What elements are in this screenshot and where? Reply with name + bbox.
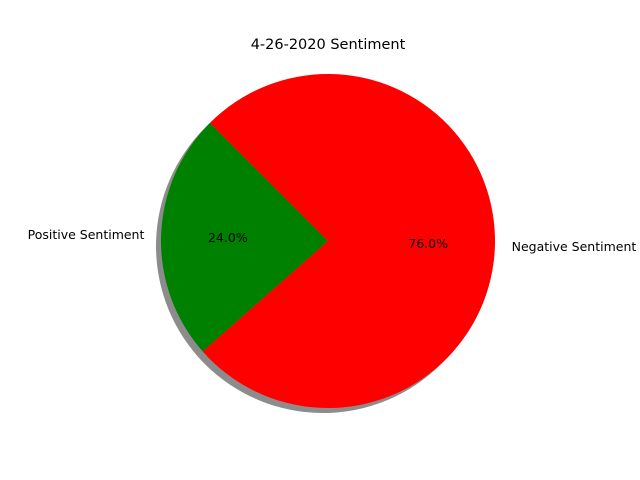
- slice-label-1: Negative Sentiment: [512, 239, 637, 254]
- pie-labels: Positive Sentiment 24.0% Negative Sentimen…: [28, 227, 637, 254]
- pie-slice-0: [160, 122, 328, 352]
- pie-slices: [160, 74, 495, 408]
- chart-title: 4-26-2020 Sentiment: [251, 37, 406, 53]
- slice-percent-1: 76.0%: [408, 236, 448, 251]
- pie-slice-1: [202, 74, 495, 408]
- slice-percent-0: 24.0%: [208, 230, 248, 245]
- slice-label-0: Positive Sentiment: [28, 227, 145, 242]
